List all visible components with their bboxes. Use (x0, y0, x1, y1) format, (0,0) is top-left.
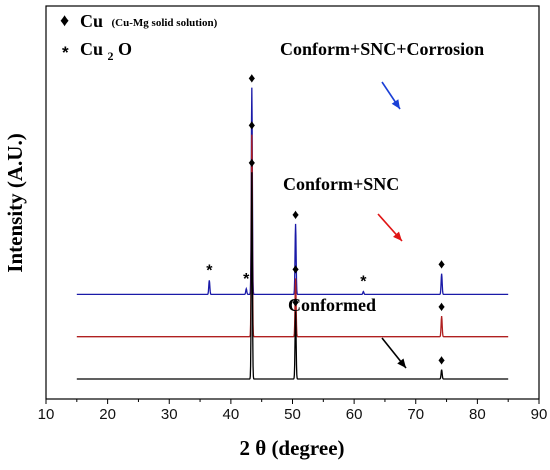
cu-peak-marker: ♦ (248, 154, 255, 170)
series-label: Conform+SNC (283, 174, 399, 194)
x-tick-label: 50 (284, 406, 301, 423)
x-tick-label: 80 (469, 406, 486, 423)
cu2o-peak-marker: * (206, 262, 213, 279)
y-axis-title: Intensity (A.U.) (3, 133, 27, 272)
cu-peak-marker: ♦ (292, 293, 299, 309)
legend: ♦ Cu (Cu-Mg solid solution) * Cu 2 O (60, 10, 218, 64)
legend-cu2o-label: Cu 2 O (80, 39, 132, 64)
series-trace (76, 87, 509, 296)
cu-peak-marker: ♦ (292, 260, 299, 276)
series-arrow-head (391, 99, 400, 109)
legend-cu2o-subscript: 2 (108, 49, 114, 63)
x-axis-title: 2 θ (degree) (239, 436, 344, 460)
series-annotations: Conform+SNC+Corrosion Conform+SNC Conforme… (280, 39, 484, 369)
phase-markers: * * ♦ ♦ * ♦ ♦ ♦ ♦ ♦ ♦ ♦ (206, 70, 445, 368)
legend-cu-main: Cu (80, 11, 103, 31)
cu-peak-marker: ♦ (438, 352, 445, 368)
plot-frame (45, 5, 540, 400)
x-axis-title-part-1: 2 (239, 436, 250, 460)
legend-cu-label: Cu (Cu-Mg solid solution) (80, 11, 218, 31)
x-tick-label: 40 (223, 406, 240, 423)
x-tick-label: 20 (99, 406, 116, 423)
x-axis: 10 20 30 40 50 60 70 80 90 (38, 399, 548, 423)
cu2o-peak-marker: * (360, 274, 367, 291)
x-tick-label: 90 (531, 406, 548, 423)
legend-asterisk-marker: * (62, 43, 69, 62)
series-arrow-head (397, 358, 406, 368)
series-label: Conform+SNC+Corrosion (280, 39, 484, 59)
series-arrow-head (393, 231, 402, 241)
cu-peak-marker: ♦ (438, 256, 445, 272)
cu-peak-marker: ♦ (248, 70, 255, 86)
legend-diamond-marker: ♦ (60, 10, 69, 30)
cu-peak-marker: ♦ (248, 117, 255, 133)
x-tick-label: 70 (407, 406, 424, 423)
x-tick-label: 10 (38, 406, 55, 423)
series-layer (76, 87, 509, 380)
legend-cu-sub: (Cu-Mg solid solution) (112, 17, 218, 29)
x-axis-title-part-2: θ (255, 436, 266, 460)
x-axis-title-part-3: (degree) (271, 436, 344, 460)
series-trace (76, 134, 509, 338)
legend-cu2o-main: Cu (80, 39, 103, 59)
x-tick-label: 30 (161, 406, 178, 423)
cu2o-peak-marker: * (243, 271, 250, 288)
series-trace (76, 172, 509, 380)
cu-peak-marker: ♦ (292, 206, 299, 222)
cu-peak-marker: ♦ (438, 298, 445, 314)
series-label: Conformed (288, 295, 376, 315)
x-tick-label: 60 (346, 406, 363, 423)
legend-cu2o-after: O (118, 39, 132, 59)
